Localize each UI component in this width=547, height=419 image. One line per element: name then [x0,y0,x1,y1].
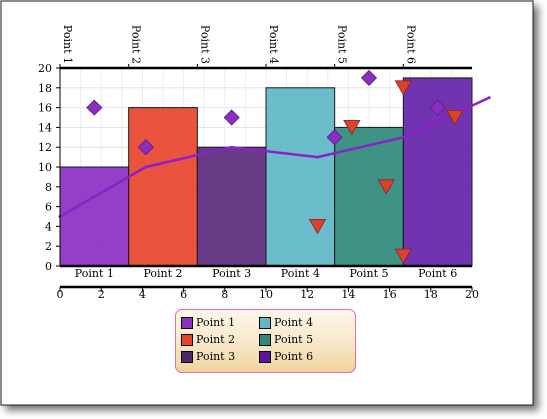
x-category-label: Point 4 [281,267,320,280]
legend-label: Point 1 [196,316,236,329]
bar [265,87,336,267]
y-tick-label: 2 [45,240,52,253]
legend-item: Point 3 [181,348,257,365]
line-point [144,165,148,169]
y-tick-label: 18 [38,82,52,95]
y-tick-label: 14 [38,121,52,134]
chart-legend: Point 1 Point 4 Point 2 Point 5 Point 3 … [175,309,356,373]
diamond-point [360,69,378,86]
legend-swatch-point-4 [259,316,271,329]
x-category-label: Point 5 [349,267,388,280]
triangle-point [308,218,327,235]
diamond-point [326,129,343,146]
legend-swatch-point-2 [181,333,193,346]
legend-label: Point 6 [274,350,314,363]
secondary-x-tick-label: 16 [383,288,397,301]
x-category-label: Point 1 [75,267,114,280]
line-layer [58,96,491,218]
triangle-point [343,120,361,136]
y-tick-label: 20 [38,62,52,75]
legend-label: Point 2 [196,333,236,346]
legend-item: Point 5 [259,331,349,348]
top-category-label: Point 3 [198,25,211,64]
top-category-label: Point 6 [404,25,417,64]
markers-layer [86,69,464,264]
triangle-point [446,110,464,126]
top-category-label: Point 4 [267,25,280,64]
line-point [230,145,234,149]
bar [196,146,267,267]
secondary-x-tick-label: 0 [57,288,64,301]
line-point [401,135,405,139]
triangle-point [394,80,413,96]
diamond-point [223,109,240,126]
top-category-label: Point 1 [61,25,74,64]
secondary-x-tick-label: 20 [465,288,479,301]
secondary-x-tick-label: 12 [300,288,314,301]
x-category-label: Point 6 [418,267,457,280]
secondary-x-tick-label: 14 [341,288,355,301]
line-point [316,155,319,159]
bar [128,107,198,267]
diamond-point [429,99,446,116]
y-tick-label: 0 [45,260,52,273]
bars-layer [59,77,473,267]
secondary-x-tick-label: 2 [98,288,105,301]
legend-item: Point 1 [181,314,257,331]
line-series [59,96,490,218]
secondary-x-tick-label: 8 [221,288,228,301]
legend-swatch-point-5 [259,333,271,346]
y-tick-label: 4 [45,220,52,233]
legend-label: Point 3 [196,350,236,363]
legend-item: Point 4 [259,314,349,331]
top-category-label: Point 5 [336,25,349,64]
secondary-x-tick-label: 18 [424,288,438,301]
y-tick-label: 16 [38,102,52,115]
secondary-x-tick-label: 10 [259,288,273,301]
secondary-x-tick-label: 6 [180,288,187,301]
y-tick-label: 10 [38,161,52,174]
bar [334,126,404,267]
secondary-x-tick-label: 4 [139,288,146,301]
legend-item: Point 6 [259,348,349,365]
y-tick-label: 6 [45,201,52,214]
legend-label: Point 4 [274,316,314,329]
x-category-label: Point 2 [143,267,182,280]
triangle-point [394,248,413,264]
line-point [487,96,491,100]
legend-swatch-point-6 [259,350,271,363]
x-category-label: Point 3 [212,267,251,280]
y-tick-label: 8 [45,181,52,194]
diamond-point [137,139,154,156]
top-category-label: Point 2 [130,25,143,64]
legend-item: Point 2 [181,331,257,348]
triangle-point [377,179,395,195]
legend-label: Point 5 [274,333,314,346]
legend-swatch-point-3 [181,350,193,363]
diamond-point [86,99,103,116]
legend-swatch-point-1 [181,316,193,329]
y-tick-label: 12 [38,141,52,154]
